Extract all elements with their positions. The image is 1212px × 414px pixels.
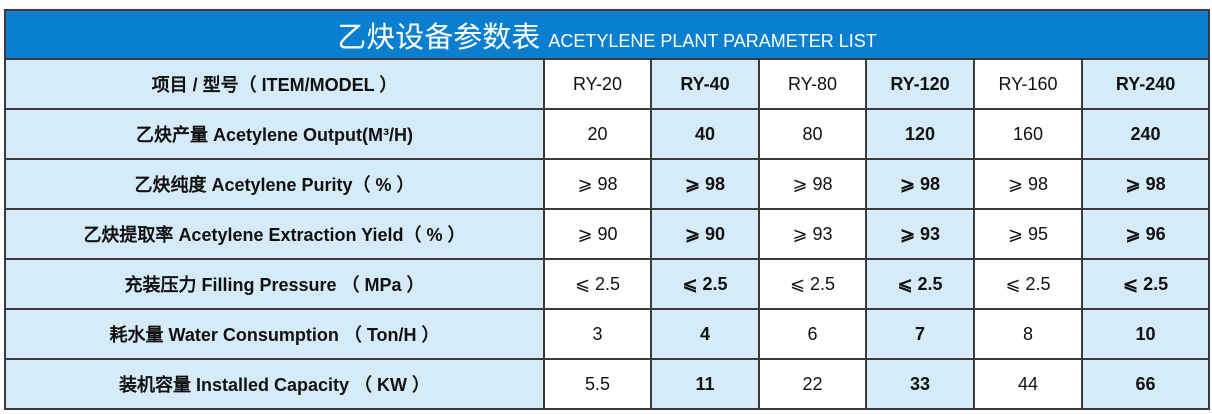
table-cell: 160 bbox=[973, 108, 1083, 160]
row-label: 耗水量 Water Consumption （ Ton/H ） bbox=[4, 308, 545, 360]
table-row: 充装压力 Filling Pressure （ MPa ） ⩽ 2.5 ⩽ 2.5 ⩽… bbox=[4, 258, 1211, 310]
table-cell: RY-160 bbox=[973, 58, 1083, 110]
table-cell: ⩾ 98 bbox=[973, 158, 1083, 210]
table-cell: ⩾ 98 bbox=[650, 158, 760, 210]
table-cell: 3 bbox=[543, 308, 652, 360]
table-title: 乙炔设备参数表 ACETYLENE PLANT PARAMETER LIST bbox=[3, 9, 1211, 60]
row-label: 充装压力 Filling Pressure （ MPa ） bbox=[4, 258, 545, 310]
row-label: 乙炔纯度 Acetylene Purity（ % ） bbox=[4, 158, 545, 210]
table-cell: 11 bbox=[650, 358, 760, 410]
table-cell: ⩾ 95 bbox=[973, 208, 1083, 260]
table-cell: 40 bbox=[650, 108, 760, 160]
table-cell: 10 bbox=[1080, 308, 1211, 360]
table-row: 乙炔纯度 Acetylene Purity（ % ） ⩾ 98 ⩾ 98 ⩾ 98 ⩾ … bbox=[4, 158, 1211, 210]
table-cell: 44 bbox=[973, 358, 1083, 410]
row-label: 项目 / 型号（ ITEM/MODEL ） bbox=[4, 58, 545, 110]
table-cell: 8 bbox=[973, 308, 1083, 360]
table-cell: ⩽ 2.5 bbox=[543, 258, 652, 310]
table-cell: RY-20 bbox=[543, 58, 652, 110]
table-row: 项目 / 型号（ ITEM/MODEL ） RY-20 RY-40 RY-80 RY-1… bbox=[4, 58, 1211, 110]
table-row: 乙炔产量 Acetylene Output(M³/H) 20 40 80 120 160 2… bbox=[4, 108, 1211, 160]
table-cell: ⩾ 98 bbox=[1080, 158, 1211, 210]
table-cell: ⩾ 98 bbox=[758, 158, 867, 210]
parameter-table: 乙炔设备参数表 ACETYLENE PLANT PARAMETER LIST 项… bbox=[3, 9, 1211, 410]
table-cell: RY-40 bbox=[650, 58, 760, 110]
table-cell: ⩽ 2.5 bbox=[865, 258, 975, 310]
table-cell: 4 bbox=[650, 308, 760, 360]
table-row: 装机容量 Installed Capacity （ KW ） 5.5 11 22 33 4… bbox=[4, 358, 1211, 410]
table-cell: ⩾ 98 bbox=[865, 158, 975, 210]
table-cell: ⩾ 96 bbox=[1080, 208, 1211, 260]
table-cell: 7 bbox=[865, 308, 975, 360]
title-en: ACETYLENE PLANT PARAMETER LIST bbox=[548, 30, 877, 51]
table-cell: ⩾ 98 bbox=[543, 158, 652, 210]
table-cell: 22 bbox=[758, 358, 867, 410]
table-row: 乙炔提取率 Acetylene Extraction Yield（ % ） ⩾ 9… bbox=[4, 208, 1211, 260]
table-cell: ⩾ 90 bbox=[650, 208, 760, 260]
row-label: 装机容量 Installed Capacity （ KW ） bbox=[4, 358, 545, 410]
table-cell: ⩾ 90 bbox=[543, 208, 652, 260]
table-cell: ⩾ 93 bbox=[758, 208, 867, 260]
table-cell: 5.5 bbox=[543, 358, 652, 410]
table-cell: RY-80 bbox=[758, 58, 867, 110]
table-cell: ⩽ 2.5 bbox=[650, 258, 760, 310]
table-cell: 20 bbox=[543, 108, 652, 160]
row-label: 乙炔产量 Acetylene Output(M³/H) bbox=[4, 108, 545, 160]
title-cn: 乙炔设备参数表 bbox=[337, 21, 541, 54]
table-cell: 6 bbox=[758, 308, 867, 360]
table-cell: ⩾ 93 bbox=[865, 208, 975, 260]
title-row: 乙炔设备参数表 ACETYLENE PLANT PARAMETER LIST bbox=[3, 9, 1211, 60]
table-cell: 240 bbox=[1080, 108, 1211, 160]
table-cell: 33 bbox=[865, 358, 975, 410]
table-cell: RY-240 bbox=[1080, 58, 1211, 110]
table-row: 耗水量 Water Consumption （ Ton/H ） 3 4 6 7 8 10 bbox=[4, 308, 1211, 360]
row-label: 乙炔提取率 Acetylene Extraction Yield（ % ） bbox=[4, 208, 545, 260]
table-cell: 120 bbox=[865, 108, 975, 160]
table-cell: 66 bbox=[1080, 358, 1211, 410]
table-cell: 80 bbox=[758, 108, 867, 160]
table-cell: RY-120 bbox=[865, 58, 975, 110]
table-cell: ⩽ 2.5 bbox=[1080, 258, 1211, 310]
table-cell: ⩽ 2.5 bbox=[973, 258, 1083, 310]
table-cell: ⩽ 2.5 bbox=[758, 258, 867, 310]
